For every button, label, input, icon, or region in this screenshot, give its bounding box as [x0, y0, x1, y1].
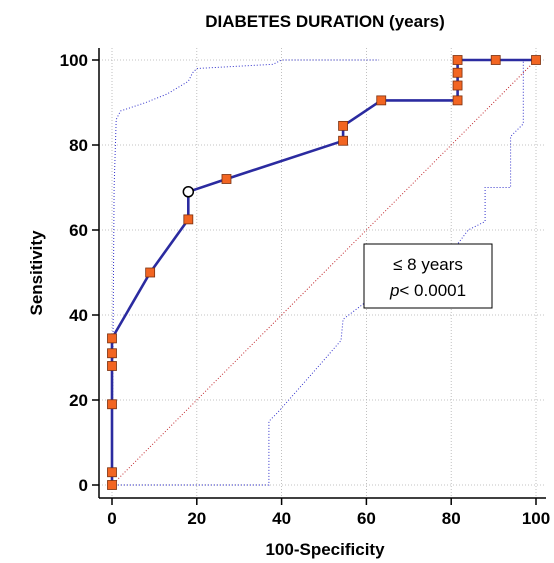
x-axis-label: 100-Specificity — [265, 540, 385, 559]
roc-point-marker — [107, 467, 117, 478]
roc-point-marker — [338, 135, 348, 146]
x-tick-label: 20 — [187, 509, 206, 528]
axis-ticks: 0 20 40 60 80 100 0 20 40 60 80 100 — [60, 51, 551, 528]
y-axis-label: Sensitivity — [27, 230, 46, 316]
roc-point-marker — [221, 174, 232, 184]
roc-point-marker — [452, 67, 463, 78]
roc-point-marker — [452, 95, 463, 106]
optimal-cutoff-marker — [182, 186, 195, 198]
roc-point-marker — [107, 361, 117, 371]
y-tick-label: 80 — [69, 136, 88, 155]
roc-point-marker — [338, 120, 348, 131]
y-tick-label: 60 — [69, 221, 88, 240]
annotation-p-rest: < 0.0001 — [399, 281, 466, 300]
x-tick-label: 80 — [442, 509, 461, 528]
roc-point-marker — [145, 267, 156, 278]
plot-series — [107, 55, 541, 490]
roc-point-marker — [107, 333, 117, 344]
y-tick-label: 40 — [69, 306, 88, 325]
x-tick-label: 0 — [107, 509, 116, 528]
roc-point-marker — [452, 80, 463, 91]
roc-point-marker — [376, 95, 387, 106]
annotation-box: ≤ 8 years p< 0.0001 — [363, 243, 493, 309]
roc-point-marker — [107, 399, 117, 410]
x-tick-label: 40 — [272, 509, 291, 528]
chart-title: DIABETES DURATION (years) — [205, 12, 445, 31]
roc-point-marker — [107, 348, 117, 359]
roc-point-marker — [183, 214, 194, 225]
annotation-p-symbol: p — [389, 281, 399, 300]
roc-point-marker — [107, 480, 117, 490]
y-tick-label: 0 — [79, 476, 88, 495]
y-tick-label: 20 — [69, 391, 88, 410]
annotation-p-value: p< 0.0001 — [389, 281, 466, 300]
lower-confidence-bound — [112, 60, 524, 486]
upper-confidence-bound — [111, 59, 380, 486]
roc-point-marker — [490, 55, 501, 65]
x-tick-label: 60 — [357, 509, 376, 528]
y-tick-label: 100 — [60, 51, 88, 70]
annotation-criterion: ≤ 8 years — [393, 255, 463, 274]
reference-diagonal — [111, 59, 537, 486]
x-tick-label: 100 — [522, 509, 550, 528]
roc-point-marker — [531, 55, 541, 65]
roc-point-marker — [452, 55, 463, 65]
